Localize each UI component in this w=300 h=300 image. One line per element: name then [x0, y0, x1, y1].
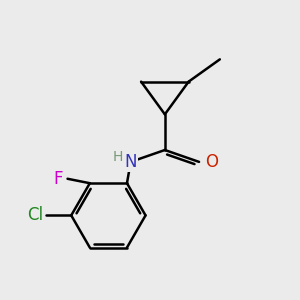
Text: O: O	[205, 153, 218, 171]
Text: N: N	[124, 153, 137, 171]
Text: H: H	[113, 149, 123, 164]
Text: Cl: Cl	[27, 206, 43, 224]
Text: F: F	[54, 170, 63, 188]
